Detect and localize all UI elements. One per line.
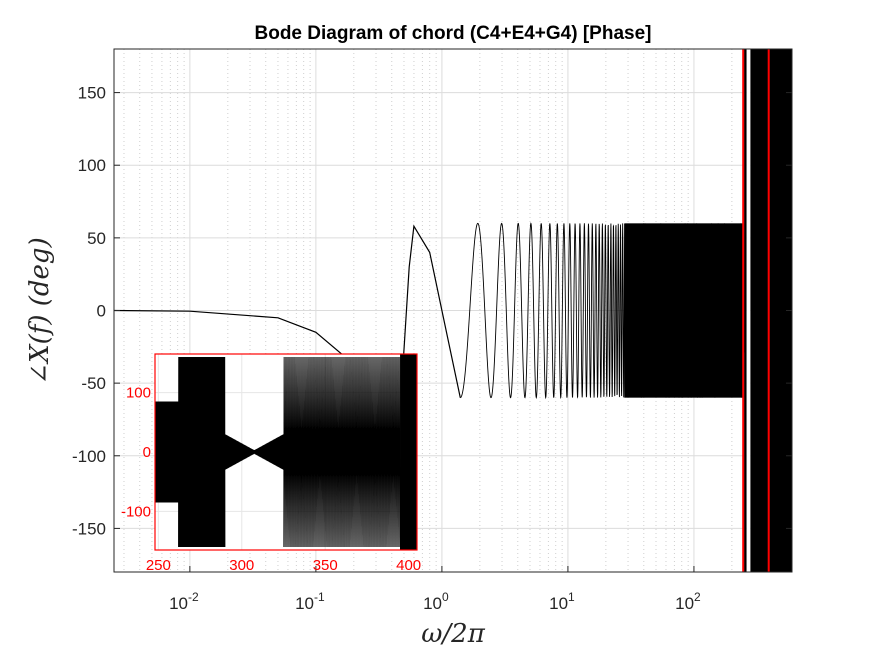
inset-waveform [178, 356, 226, 548]
x-axis-ticks: 10-2 10-1 100 101 102 [169, 566, 701, 613]
inset-x-tick-label: 300 [229, 557, 254, 574]
inset-box [154, 353, 418, 551]
y-tick-label: -50 [81, 374, 106, 393]
x-tick-label: 10-2 [169, 590, 199, 613]
main-phase-series [113, 49, 792, 572]
y-tick-label: 150 [78, 84, 106, 103]
y-axis-label: ∠X(f) (deg) [25, 237, 55, 384]
inset-y-tick-label: -100 [121, 503, 151, 520]
inset-y-tick-label: 100 [126, 385, 151, 402]
inset-x-tick-label: 350 [313, 557, 338, 574]
inset-waveform [224, 434, 284, 470]
phase-dense-band [624, 223, 745, 398]
inset-y-tick-label: 0 [143, 444, 151, 461]
y-tick-label: 0 [97, 302, 106, 321]
y-tick-label: -150 [72, 519, 106, 538]
inset-dense-block [400, 356, 417, 548]
phase-dense-strip [744, 49, 747, 572]
x-tick-label: 101 [549, 590, 575, 613]
x-tick-label: 100 [423, 590, 449, 613]
x-tick-label: 102 [675, 590, 701, 613]
y-axis-ticks: 150 100 50 0 -50 -100 -150 [72, 84, 792, 538]
phase-gap [746, 49, 751, 572]
red-markers [742, 49, 770, 572]
inset-x-tick-label: 400 [396, 557, 421, 574]
inset-waveform [283, 356, 401, 548]
y-tick-label: 50 [87, 229, 106, 248]
inset-x-tick-label: 250 [146, 557, 171, 574]
y-tick-label: 100 [78, 156, 106, 175]
x-axis-label: ω/2π [421, 619, 486, 649]
x-tick-label: 10-1 [295, 590, 325, 613]
chart-title: Bode Diagram of chord (C4+E4+G4) [Phase] [255, 23, 652, 44]
inset-zoom: 100 0 -100 250 300 350 400 [121, 353, 421, 574]
y-tick-label: -100 [72, 447, 106, 466]
inset-waveform [154, 401, 179, 503]
phase-dense-region [750, 49, 792, 572]
